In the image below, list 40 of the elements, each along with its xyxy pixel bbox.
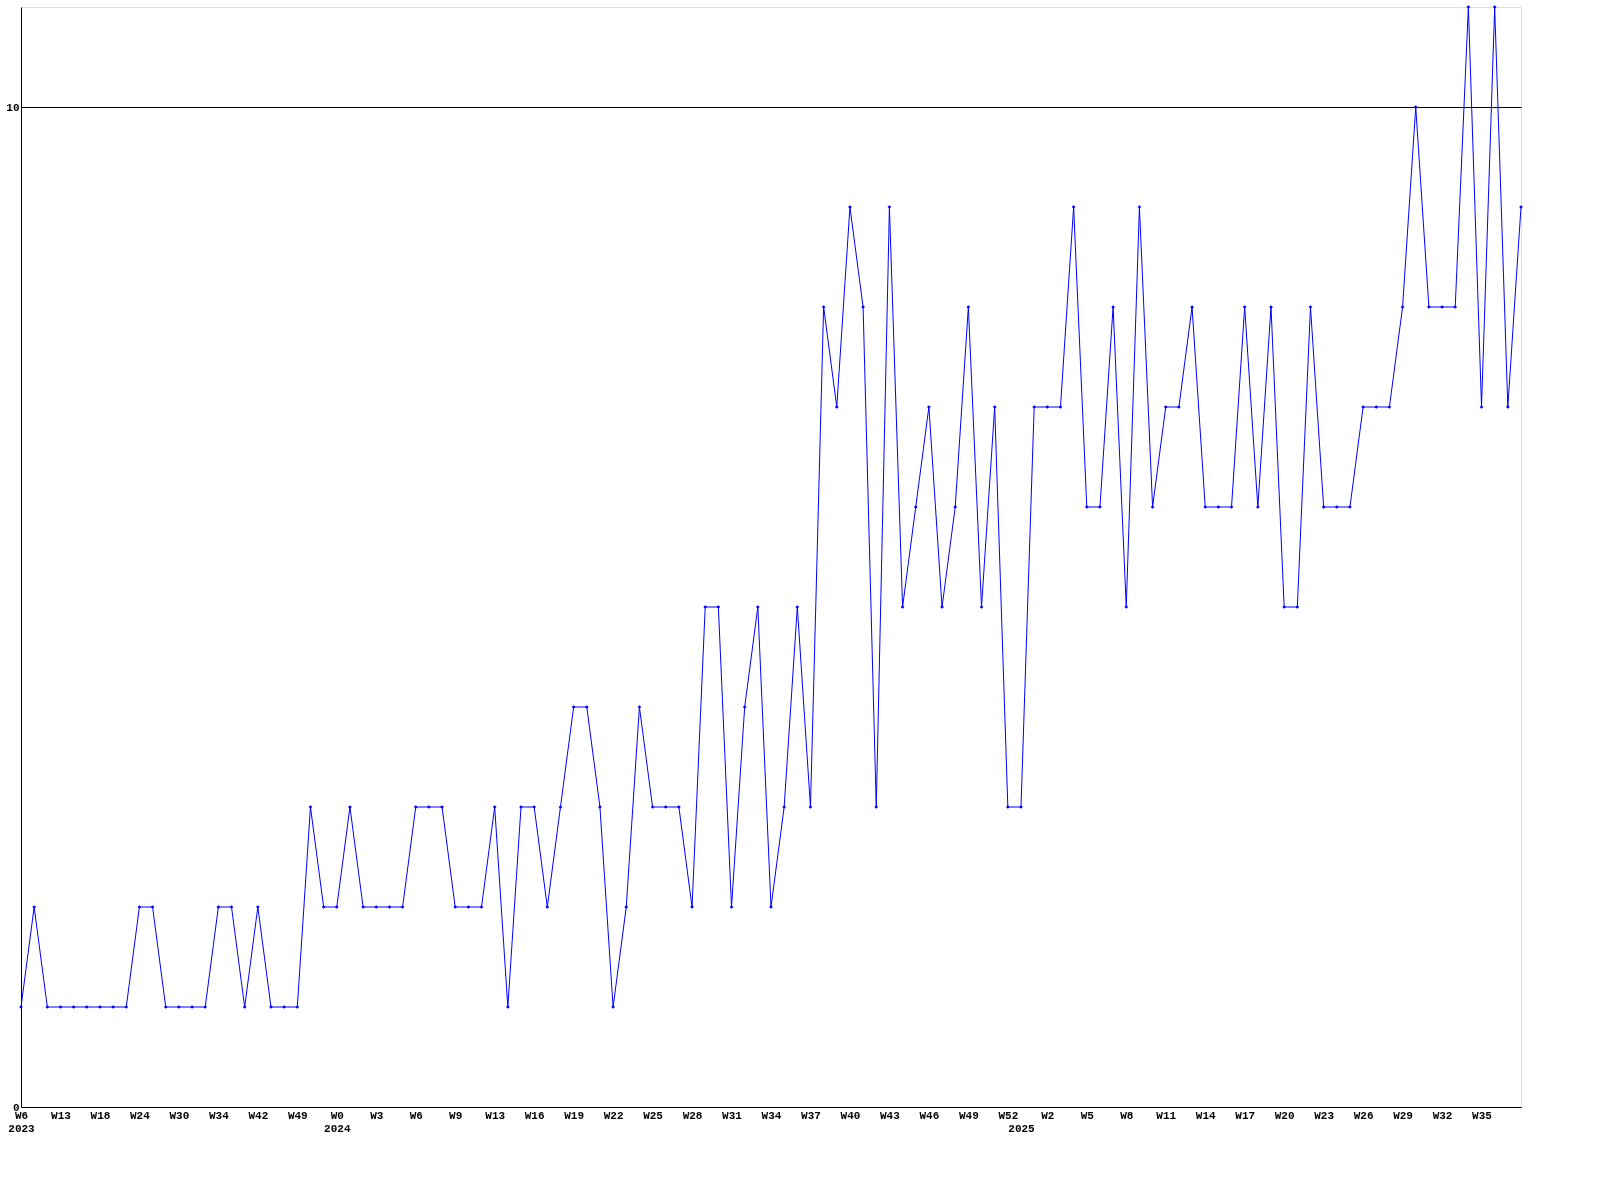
x-tick-label: W26 [1353, 1109, 1374, 1122]
x-tick-label: W23 [1314, 1109, 1335, 1122]
x-tick-label: W6 2023 [8, 1109, 36, 1135]
x-tick-label: W52 [998, 1109, 1019, 1122]
x-tick-label: W49 [958, 1109, 979, 1122]
y-tick-label: 10 [6, 101, 20, 114]
x-tick-label: 2025 [1008, 1122, 1036, 1135]
x-tick-label: W42 [248, 1109, 269, 1122]
x-tick-label: W43 [880, 1109, 901, 1122]
x-tick-label: W28 [682, 1109, 703, 1122]
x-tick-label: W0 2024 [324, 1109, 351, 1135]
x-tick-label: W20 [1274, 1109, 1295, 1122]
x-tick-label: W17 [1235, 1109, 1256, 1122]
x-tick-label: W29 [1393, 1109, 1413, 1122]
x-tick-label: W34 [761, 1109, 782, 1122]
x-tick-label: W31 [722, 1109, 743, 1122]
x-tick-label: W3 [370, 1109, 384, 1122]
x-tick-label: W37 [801, 1109, 821, 1122]
x-tick-label: W2 [1041, 1109, 1055, 1122]
x-tick-label: W46 [919, 1109, 940, 1122]
x-tick-label: W18 [90, 1109, 111, 1122]
x-tick-label: W34 [208, 1109, 230, 1122]
x-tick-label: W25 [643, 1109, 664, 1122]
x-tick-label: W22 [603, 1109, 624, 1122]
x-tick-label: W5 [1080, 1109, 1095, 1122]
x-tick-label: W13 [485, 1109, 506, 1122]
x-tick-label: W35 [1472, 1109, 1493, 1122]
x-tick-label: W40 [840, 1109, 861, 1122]
x-tick-label: W14 [1195, 1109, 1217, 1122]
x-tick-label: W19 [564, 1109, 585, 1122]
x-tick-label: W11 [1156, 1109, 1177, 1122]
x-tick-label: W13 [51, 1109, 72, 1122]
x-tick-label: W32 [1432, 1109, 1453, 1122]
x-tick-label: W49 [287, 1109, 308, 1122]
x-tick-label: W9 [449, 1109, 463, 1122]
x-tick-label: W16 [524, 1109, 545, 1122]
x-tick-label: W24 [130, 1109, 151, 1122]
x-tick-label: W30 [169, 1109, 190, 1122]
x-tick-label: W6 [409, 1109, 423, 1122]
x-tick-label: W8 [1120, 1109, 1134, 1122]
